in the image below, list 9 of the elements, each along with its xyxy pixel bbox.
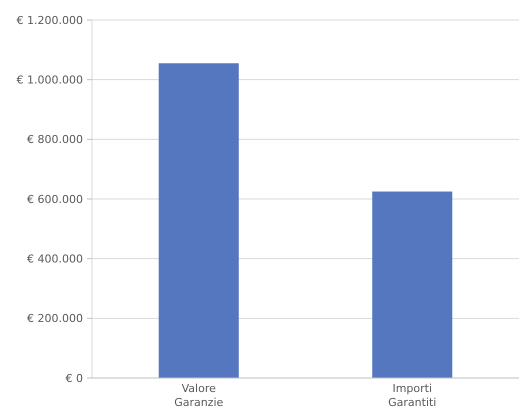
y-tick-label: € 200.000 <box>27 312 83 326</box>
y-tick-label: € 400.000 <box>27 252 83 266</box>
x-tick-label: Valore Garanzie <box>174 382 224 409</box>
y-tick-label: € 1.000.000 <box>16 74 83 87</box>
x-tick-label: Importi Garantiti <box>388 382 436 409</box>
y-tick-label: € 600.000 <box>27 192 83 206</box>
y-tick-label: € 0 <box>66 372 83 385</box>
y-tick-label: € 1.200.000 <box>16 14 83 27</box>
y-tick-label: € 800.000 <box>27 133 83 146</box>
